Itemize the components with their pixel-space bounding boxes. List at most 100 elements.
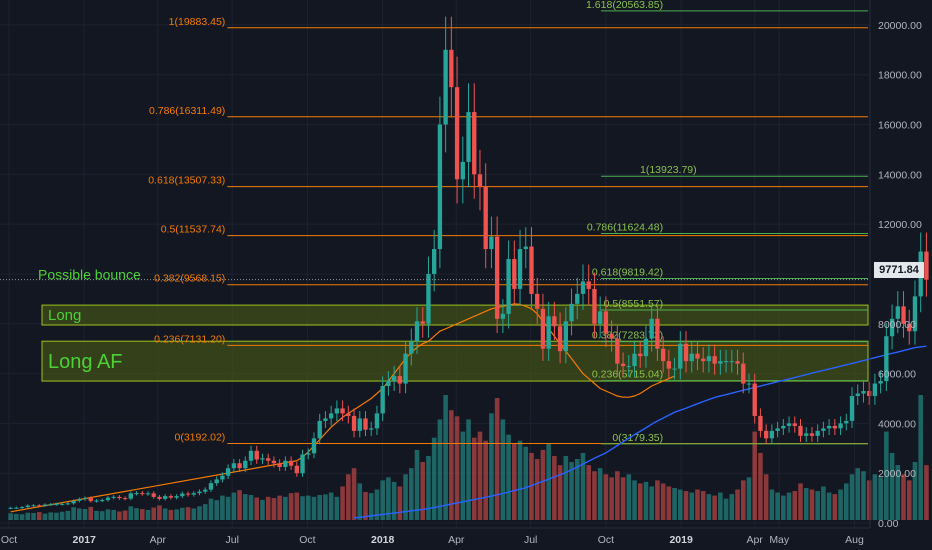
volume-bar bbox=[368, 493, 374, 520]
x-tick-label: Oct bbox=[598, 534, 614, 546]
candle-body bbox=[781, 425, 786, 429]
volume-bar bbox=[752, 431, 757, 520]
volume-bar bbox=[380, 480, 385, 520]
x-tick-label: Apr bbox=[448, 534, 465, 546]
candle-body bbox=[895, 306, 900, 319]
fib-orange-label: 0.786(16311.49) bbox=[149, 105, 225, 117]
volume-bar bbox=[243, 494, 248, 520]
volume-bar bbox=[821, 486, 826, 520]
candle-body bbox=[37, 505, 42, 507]
volume-bar bbox=[471, 437, 477, 520]
fib-orange-label: 0(3192.02) bbox=[175, 432, 226, 444]
volume-bar bbox=[826, 492, 832, 520]
candle-body bbox=[683, 343, 689, 362]
time-axis[interactable]: Oct 2017 Apr Jul Oct 2018 Apr Jul Oct 2019 Apr May A… bbox=[1, 534, 864, 546]
volume-bar bbox=[563, 455, 569, 520]
volume-bar bbox=[695, 489, 700, 520]
candle-body bbox=[386, 381, 391, 387]
candle-body bbox=[615, 338, 620, 364]
volume-bar bbox=[174, 509, 179, 520]
volume-bar bbox=[145, 509, 151, 520]
candle-body bbox=[626, 366, 631, 368]
ma-blue-line bbox=[354, 345, 927, 519]
candle-body bbox=[701, 358, 706, 362]
volume-bar bbox=[597, 468, 603, 520]
volume-bar bbox=[872, 474, 878, 520]
candle-body bbox=[443, 49, 448, 125]
candle-body bbox=[208, 483, 214, 490]
volume-bar bbox=[775, 492, 780, 520]
volume-bar bbox=[803, 487, 809, 520]
volume-bar bbox=[162, 508, 168, 520]
candle-body bbox=[540, 308, 546, 349]
candle-body bbox=[666, 361, 672, 369]
volume-bar bbox=[82, 509, 88, 520]
volume-bar bbox=[540, 449, 546, 520]
candle-body bbox=[552, 316, 557, 327]
volume-bar bbox=[363, 491, 368, 520]
candle-body bbox=[466, 112, 471, 162]
volume-bar bbox=[414, 449, 420, 520]
candle-body bbox=[323, 418, 328, 421]
candle-body bbox=[580, 281, 586, 294]
candle-body bbox=[460, 161, 465, 180]
volume-bar bbox=[792, 491, 798, 520]
fib-orange-label: 0.382(9568.15) bbox=[154, 273, 225, 285]
volume-bar bbox=[202, 504, 208, 520]
candle-body bbox=[231, 463, 237, 469]
candle-body bbox=[477, 174, 483, 187]
candles[interactable] bbox=[8, 16, 929, 510]
candle-body bbox=[454, 87, 460, 180]
fib-green-label: 1(13923.79) bbox=[640, 164, 697, 176]
candle-body bbox=[8, 507, 13, 509]
candle-body bbox=[185, 493, 191, 495]
volume-bar bbox=[288, 493, 294, 520]
volume-bar bbox=[500, 419, 506, 520]
volume-bar bbox=[609, 477, 614, 520]
volume-bar bbox=[220, 495, 225, 520]
x-tick-label: 2018 bbox=[371, 534, 395, 546]
candle-body bbox=[128, 493, 134, 499]
y-tick-label: 6000.00 bbox=[878, 369, 916, 381]
candle-body bbox=[649, 318, 654, 339]
candle-body bbox=[494, 236, 500, 319]
candle-body bbox=[557, 326, 563, 352]
ma-orange-early bbox=[10, 460, 297, 513]
candle-body bbox=[117, 496, 122, 499]
candle-body bbox=[380, 386, 385, 414]
volume-bar bbox=[59, 511, 65, 520]
volume-bar bbox=[843, 483, 849, 520]
candle-body bbox=[100, 500, 105, 502]
volume-bar bbox=[838, 489, 843, 520]
volume-bar bbox=[260, 499, 265, 520]
candle-body bbox=[844, 420, 849, 424]
volume-bar bbox=[620, 477, 626, 520]
volume-bar bbox=[248, 495, 254, 520]
y-tick-label: 16000.00 bbox=[878, 120, 922, 132]
candle-body bbox=[397, 376, 403, 384]
volume-bar bbox=[99, 511, 105, 520]
candle-body bbox=[706, 356, 712, 362]
volume-bar bbox=[672, 487, 677, 520]
volume-bar bbox=[878, 477, 883, 520]
candle-body bbox=[243, 460, 248, 469]
candle-body bbox=[31, 505, 36, 507]
volume-bar bbox=[311, 496, 317, 520]
candle-body bbox=[403, 353, 408, 384]
candle-body bbox=[334, 408, 340, 414]
volume-bar bbox=[254, 497, 260, 520]
x-tick-label: Aug bbox=[845, 534, 864, 546]
candle-body bbox=[483, 186, 488, 250]
volume-bar bbox=[391, 481, 397, 520]
candle-body bbox=[643, 338, 649, 357]
volume-bar bbox=[466, 419, 471, 520]
candle-body bbox=[603, 311, 609, 334]
volume-bar bbox=[294, 492, 300, 520]
fib-orange-label: 1(19883.45) bbox=[169, 16, 226, 28]
candle-body bbox=[775, 428, 780, 431]
candle-body bbox=[884, 336, 889, 382]
volume-bar bbox=[512, 443, 517, 520]
candle-body bbox=[586, 281, 591, 289]
